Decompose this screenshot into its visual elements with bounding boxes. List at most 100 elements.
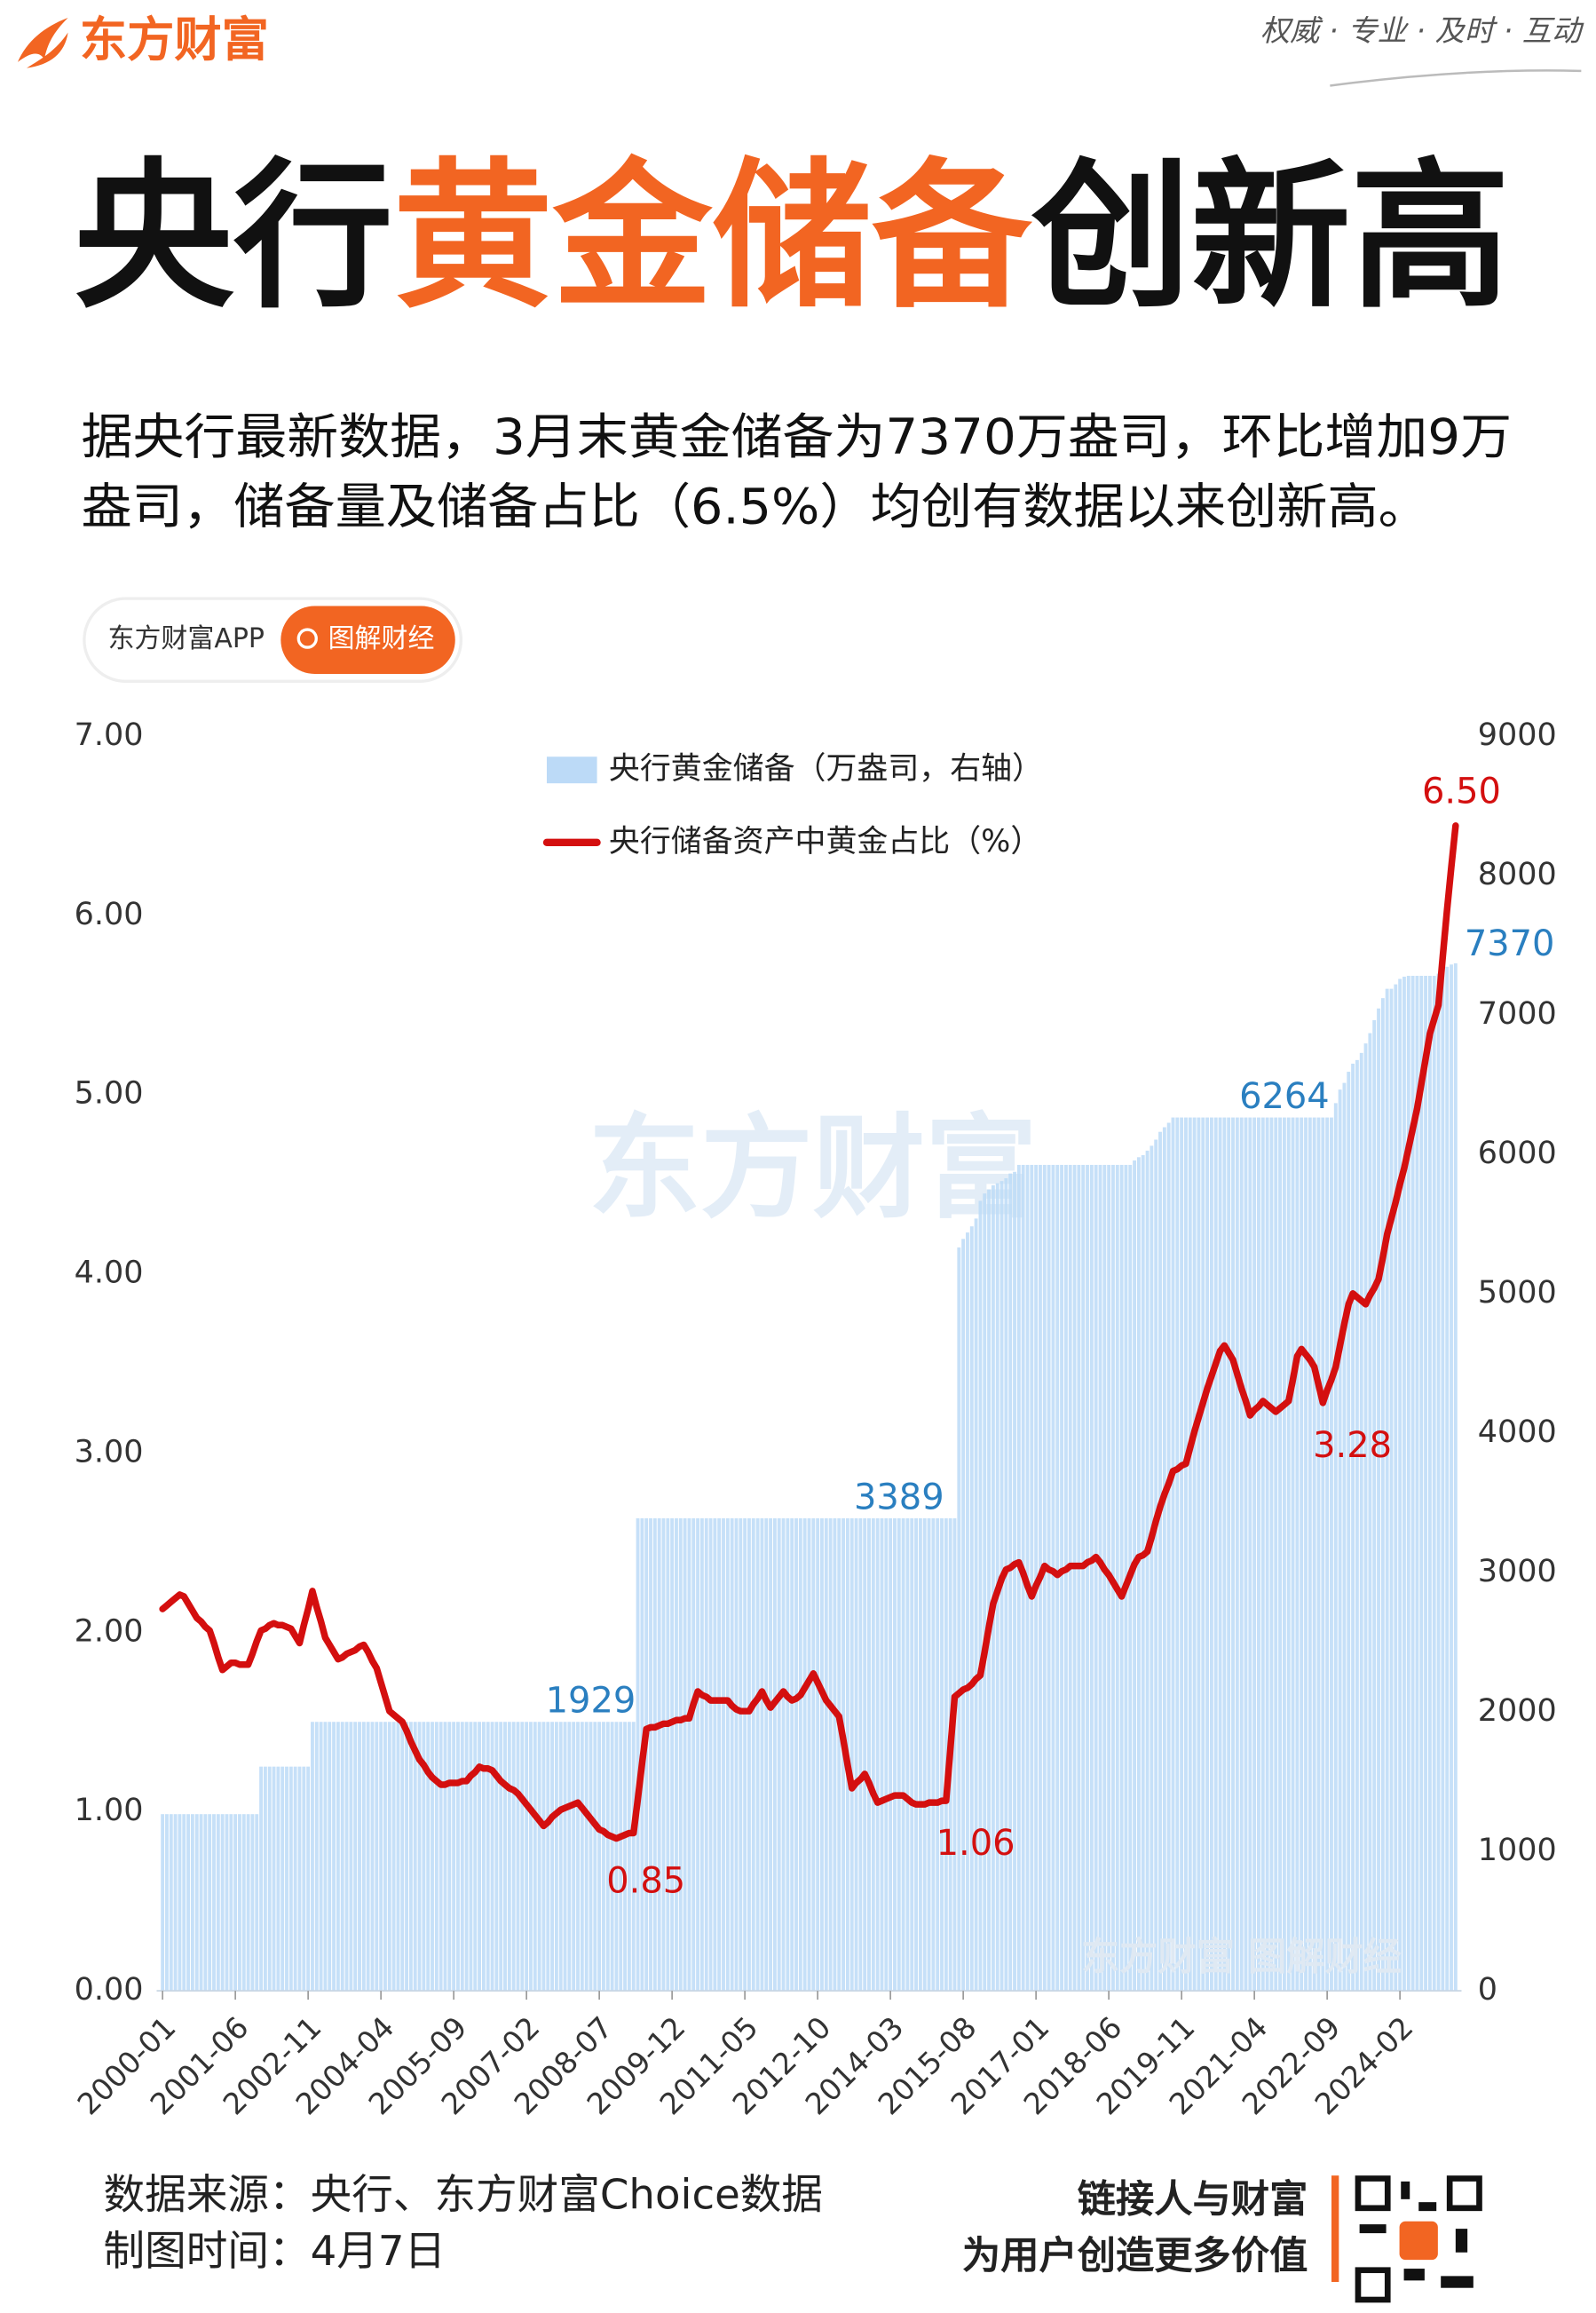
bar: [794, 1517, 798, 1992]
bar: [1222, 1117, 1227, 1992]
bar: [314, 1722, 319, 1992]
bar: [1325, 1117, 1330, 1992]
headline: 央行黄金储备创新高: [74, 145, 1510, 330]
y2-tick-label: 9000: [1478, 717, 1557, 753]
bar: [589, 1722, 593, 1992]
bar: [319, 1722, 323, 1992]
bar: [593, 1722, 597, 1992]
bar: [1209, 1117, 1213, 1992]
bar: [739, 1517, 743, 1992]
bar: [572, 1722, 576, 1992]
bar: [772, 1517, 777, 1992]
bar: [460, 1722, 464, 1992]
bar: [1359, 1052, 1363, 1992]
search-icon: [296, 628, 318, 649]
bar: [525, 1722, 529, 1992]
bar: [250, 1814, 255, 1992]
bar: [1394, 984, 1398, 1992]
bar: [280, 1766, 285, 1992]
bar: [520, 1722, 525, 1992]
bar: [1432, 976, 1436, 1992]
bar: [1436, 973, 1441, 1992]
column-pill: [280, 606, 455, 675]
bar: [1368, 1033, 1372, 1992]
bar: [541, 1722, 546, 1992]
data-label: 3.28: [1313, 1425, 1392, 1466]
bar: [1042, 1164, 1047, 1992]
bar: [456, 1722, 460, 1992]
bar: [503, 1722, 507, 1992]
bar: [208, 1814, 212, 1992]
bar: [567, 1722, 572, 1992]
bar: [867, 1517, 871, 1992]
bar: [661, 1517, 666, 1992]
y2-tick-label: 2000: [1478, 1693, 1557, 1729]
bar: [507, 1722, 511, 1992]
bar: [675, 1517, 678, 1992]
bar: [1119, 1164, 1124, 1992]
bar: [182, 1814, 186, 1992]
bar: [1441, 969, 1445, 1992]
bar: [383, 1722, 387, 1992]
qr-dot: [1441, 2276, 1474, 2288]
bar: [220, 1814, 225, 1992]
watermark: 东方财富: [589, 1104, 1038, 1234]
bar: [550, 1722, 555, 1992]
bar: [1398, 978, 1402, 1992]
bar: [854, 1517, 858, 1992]
bar: [678, 1517, 683, 1992]
bar: [1377, 1008, 1380, 1992]
qr-finder-inner: [1361, 2273, 1385, 2297]
bar: [1419, 976, 1424, 1992]
bar: [464, 1722, 469, 1992]
y2-tick-label: 8000: [1478, 857, 1557, 892]
bar: [922, 1517, 927, 1992]
bar: [884, 1517, 889, 1992]
bar: [1312, 1117, 1316, 1992]
bar: [944, 1517, 948, 1992]
y-tick-label: 6.00: [75, 897, 144, 932]
bar: [1402, 976, 1406, 1992]
bar: [1316, 1117, 1321, 1992]
bar: [1158, 1131, 1162, 1992]
bar: [1427, 976, 1432, 1992]
y2-tick-label: 5000: [1478, 1275, 1557, 1311]
bar: [1389, 988, 1394, 1992]
bar: [802, 1517, 807, 1992]
bar: [627, 1722, 631, 1992]
legend-label: 央行储备资产中黄金占比（%）: [609, 824, 1041, 859]
bar: [893, 1517, 897, 1992]
bar: [580, 1722, 584, 1992]
bar: [285, 1766, 288, 1992]
bar: [212, 1814, 216, 1992]
y-tick-label: 3.00: [75, 1434, 144, 1469]
bar: [605, 1722, 610, 1992]
bar: [1188, 1117, 1192, 1992]
bar: [1133, 1160, 1137, 1992]
bar: [1030, 1164, 1034, 1992]
brand-logo: [17, 17, 68, 68]
bar: [272, 1766, 276, 1992]
bar: [469, 1722, 473, 1992]
bar: [1102, 1164, 1107, 1992]
bar: [1347, 1072, 1351, 1992]
bar: [918, 1517, 922, 1992]
bar: [914, 1517, 919, 1992]
summary-line: 盎司，储备量及储备占比（6.5%）均创有数据以来创新高。: [82, 478, 1429, 535]
bar: [786, 1517, 790, 1992]
bar: [194, 1814, 199, 1992]
bar: [1192, 1117, 1197, 1992]
bar: [379, 1722, 383, 1992]
bar: [546, 1722, 550, 1992]
bar: [529, 1722, 533, 1992]
slogan-stroke: [1330, 69, 1582, 87]
bar: [1115, 1164, 1119, 1992]
y2-tick-label: 0: [1478, 1972, 1497, 2008]
bar: [1184, 1117, 1188, 1992]
bar: [499, 1722, 503, 1992]
bar: [1410, 976, 1415, 1992]
bar: [807, 1517, 811, 1992]
bar: [1227, 1117, 1231, 1992]
